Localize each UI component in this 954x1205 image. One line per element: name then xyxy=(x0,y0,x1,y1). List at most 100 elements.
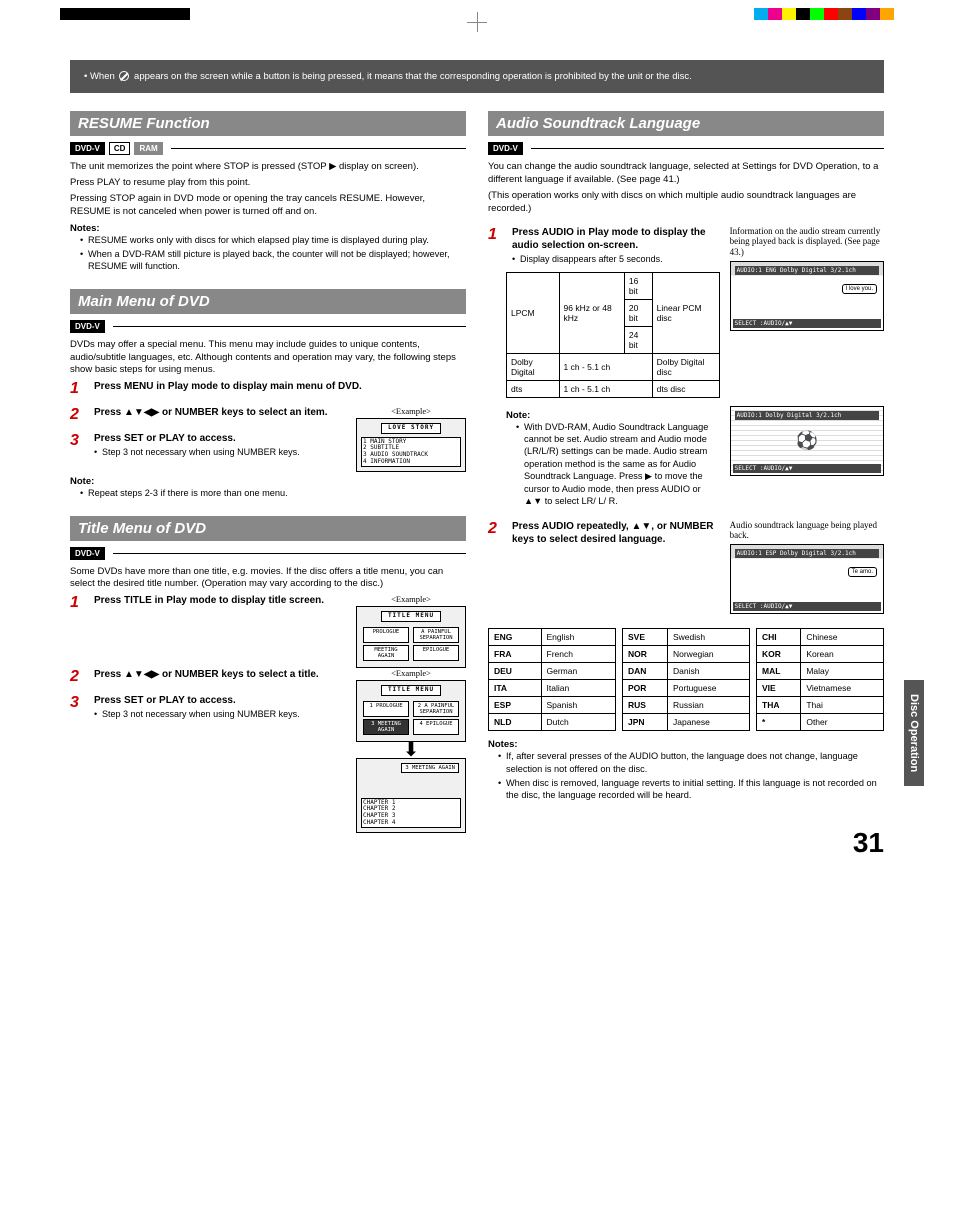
lang-cell: FRA xyxy=(489,646,542,663)
step-num-2: 2 xyxy=(70,668,84,686)
audio-p2: (This operation works only with discs on… xyxy=(488,190,884,216)
resume-section: RESUME Function DVD-V CD RAM The unit me… xyxy=(70,111,466,273)
lang-cell: KOR xyxy=(757,646,801,663)
audio-illus2: AUDIO:1 Dolby Digital 3/2.1ch ⚽ SELECT :… xyxy=(730,406,884,476)
badge-dvdv: DVD-V xyxy=(70,320,105,333)
lang-cell: Italian xyxy=(541,680,615,697)
cell: dts disc xyxy=(652,380,719,397)
mainmenu-step3-sub: Step 3 not necessary when using NUMBER k… xyxy=(94,447,346,457)
example-label: <Example> xyxy=(356,594,466,604)
lang-cell: Other xyxy=(801,714,884,731)
lang-cell: English xyxy=(541,629,615,646)
lang-cell: Swedish xyxy=(667,629,749,646)
resume-header: RESUME Function xyxy=(70,111,466,136)
titlemenu-step3: Press SET or PLAY to access. xyxy=(94,694,346,707)
prohibit-icon xyxy=(119,71,129,81)
osd-text: SELECT :AUDIO/▲▼ xyxy=(733,464,881,473)
badge-dvdv: DVD-V xyxy=(488,142,523,155)
step-num-3: 3 xyxy=(70,694,84,719)
illus-box: 4 EPILOGUE xyxy=(413,719,459,735)
osd-text: AUDIO:1 ENG Dolby Digital 3/2.1ch xyxy=(735,266,879,275)
lang-cell: Japanese xyxy=(667,714,749,731)
osd-text: SELECT :AUDIO/▲▼ xyxy=(733,319,881,328)
lang-cell: * xyxy=(757,714,801,731)
cell: 16 bit xyxy=(624,272,652,299)
lang-cell: Chinese xyxy=(801,629,884,646)
left-column: RESUME Function DVD-V CD RAM The unit me… xyxy=(70,111,466,849)
lang-cell: SVE xyxy=(623,629,668,646)
resume-p3: Pressing STOP again in DVD mode or openi… xyxy=(70,193,466,219)
audio-illus3: AUDIO:1 ESP Dolby Digital 3/2.1ch Te amo… xyxy=(730,544,884,614)
titlemenu-illus3: 3 MEETING AGAIN CHAPTER 1 CHAPTER 2 CHAP… xyxy=(356,758,466,833)
step-num-3: 3 xyxy=(70,432,84,457)
lang-cell: JPN xyxy=(623,714,668,731)
illus-box-selected: 3 MEETING AGAIN xyxy=(363,719,409,735)
lang-cell: ENG xyxy=(489,629,542,646)
titlemenu-section: Title Menu of DVD DVD-V Some DVDs have m… xyxy=(70,516,466,834)
lang-cell: Korean xyxy=(801,646,884,663)
illus-title: LOVE STORY xyxy=(381,423,441,434)
illus-item: CHAPTER 4 xyxy=(363,820,459,827)
speech-bubble: I love you. xyxy=(842,284,877,294)
lang-cell: VIE xyxy=(757,680,801,697)
illus-box: PROLOGUE xyxy=(363,627,409,643)
osd-text: AUDIO:1 ESP Dolby Digital 3/2.1ch xyxy=(735,549,879,558)
resume-notes-h: Notes: xyxy=(70,223,466,234)
resume-badges: DVD-V CD RAM xyxy=(70,142,466,155)
cell: LPCM xyxy=(507,272,560,353)
lang-cell: POR xyxy=(623,680,668,697)
lang-cell: Norwegian xyxy=(667,646,749,663)
titlemenu-illus1: TITLE MENU PROLOGUEA PAINFUL SEPARATION … xyxy=(356,606,466,668)
lang-cell: Malay xyxy=(801,663,884,680)
titlemenu-step2: Press ▲▼◀▶ or NUMBER keys to select a ti… xyxy=(94,668,346,681)
mainmenu-header: Main Menu of DVD xyxy=(70,289,466,314)
titlemenu-p1: Some DVDs have more than one title, e.g.… xyxy=(70,566,466,592)
illus-item: 4 INFORMATION xyxy=(363,459,459,466)
audio-header: Audio Soundtrack Language xyxy=(488,111,884,136)
titlemenu-header: Title Menu of DVD xyxy=(70,516,466,541)
audio-illus1: AUDIO:1 ENG Dolby Digital 3/2.1ch I love… xyxy=(730,261,884,331)
illus-box: 2 A PAINFUL SEPARATION xyxy=(413,701,459,717)
lang-cell: Thai xyxy=(801,697,884,714)
titlemenu-step1: Press TITLE in Play mode to display titl… xyxy=(94,594,346,607)
audio-notes-h: Notes: xyxy=(488,739,884,750)
mainmenu-step1: Press MENU in Play mode to display main … xyxy=(94,380,466,393)
cell: Linear PCM disc xyxy=(652,272,719,353)
info-text-after: appears on the screen while a button is … xyxy=(131,71,691,82)
lang-cell: Dutch xyxy=(541,714,615,731)
lang-cell: RUS xyxy=(623,697,668,714)
mainmenu-section: Main Menu of DVD DVD-V DVDs may offer a … xyxy=(70,289,466,500)
illus-box: MEETING AGAIN xyxy=(363,645,409,661)
mainmenu-note-h: Note: xyxy=(70,476,466,487)
lang-cell: CHI xyxy=(757,629,801,646)
illus-box: 1 PROLOGUE xyxy=(363,701,409,717)
cell: Dolby Digital disc xyxy=(652,353,719,380)
mainmenu-note1: Repeat steps 2-3 if there is more than o… xyxy=(80,487,466,499)
lang-cell: Russian xyxy=(667,697,749,714)
speech-bubble: Te amo. xyxy=(848,567,877,577)
lang-cell: ESP xyxy=(489,697,542,714)
audio-p1: You can change the audio soundtrack lang… xyxy=(488,161,884,187)
audio-step1-sub: Display disappears after 5 seconds. xyxy=(512,254,720,264)
audio-note-h: Note: xyxy=(506,410,720,421)
step-num-1: 1 xyxy=(70,594,84,612)
illus-box: A PAINFUL SEPARATION xyxy=(413,627,459,643)
resume-notes-list: RESUME works only with discs for which e… xyxy=(70,234,466,273)
lovestory-illustration: LOVE STORY 1 MAIN STORY 2 SUBTITLE 3 AUD… xyxy=(356,418,466,472)
lang-cell: DEU xyxy=(489,663,542,680)
illus-box: 3 MEETING AGAIN xyxy=(401,763,459,773)
audio-step2: Press AUDIO repeatedly, ▲▼, or NUMBER ke… xyxy=(512,520,720,546)
lang-cell: Danish xyxy=(667,663,749,680)
audio-caption2: Audio soundtrack language being played b… xyxy=(730,520,884,542)
badge-dvdv: DVD-V xyxy=(70,142,105,155)
lang-cell: French xyxy=(541,646,615,663)
cell: Dolby Digital xyxy=(507,353,560,380)
lang-cell: NLD xyxy=(489,714,542,731)
side-tab: Disc Operation xyxy=(904,680,924,786)
mainmenu-p1: DVDs may offer a special menu. This menu… xyxy=(70,339,466,377)
example-label: <Example> xyxy=(356,406,466,416)
badge-rule xyxy=(171,148,466,149)
osd-text: AUDIO:1 Dolby Digital 3/2.1ch xyxy=(735,411,879,420)
audio-note1: With DVD-RAM, Audio Soundtrack Language … xyxy=(516,421,720,508)
prohibition-info-box: • When appears on the screen while a but… xyxy=(70,60,884,93)
